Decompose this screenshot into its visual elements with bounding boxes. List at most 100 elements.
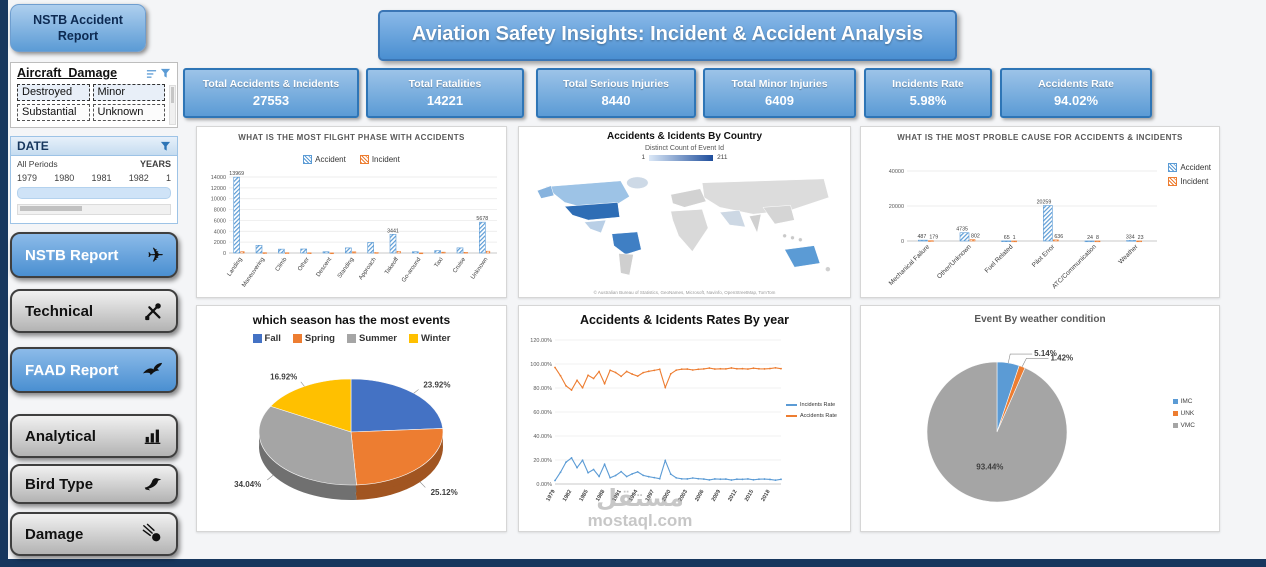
filter-icon[interactable] [160,141,171,152]
bar-incident [262,252,267,254]
svg-text:40000: 40000 [889,169,904,175]
svg-text:8000: 8000 [214,208,226,214]
region-indonesia [790,235,795,240]
multiselect-icon[interactable] [146,68,157,79]
kpi-label: Total Accidents & Incidents [202,78,340,90]
svg-text:Climb: Climb [275,256,289,273]
clear-filter-icon[interactable] [160,68,171,79]
date-level-label[interactable]: YEARS [139,159,171,169]
legend-item: Accidents Rate [786,413,846,419]
scrollbar-thumb[interactable] [20,206,82,211]
date-tick: 1982 [128,173,149,183]
bar-incident [1053,239,1059,242]
svg-text:2000: 2000 [214,240,226,246]
svg-text:2000: 2000 [661,489,672,503]
line-series [554,457,782,481]
nstb-report-button[interactable]: NSTB Report ✈ [10,232,178,278]
region-indonesia [782,233,787,239]
map-legend-title: Distinct Count of Event Id [645,145,724,152]
svg-text:Fuel Related: Fuel Related [984,243,1015,274]
technical-button[interactable]: Technical [10,289,178,333]
svg-text:20000: 20000 [889,204,904,210]
damage-button[interactable]: Damage [10,512,178,556]
svg-text:40.00%: 40.00% [533,434,552,440]
svg-text:1979: 1979 [545,489,556,503]
svg-text:20.00%: 20.00% [533,458,552,464]
region-europe [670,188,707,208]
pie-slice [350,428,444,486]
region-africa [670,209,709,252]
date-tick: 1979 [17,173,38,183]
legend-item: Accident [303,155,346,164]
season-pie-chart[interactable]: 23.92% 25.12% 34.04% 16.92% [201,350,501,528]
svg-text:Unknown: Unknown [470,257,489,281]
svg-text:Other: Other [297,257,311,273]
svg-text:Taxi: Taxi [434,257,445,269]
bar-incident [307,252,312,254]
bar-incident [463,252,468,254]
svg-text:2009: 2009 [711,489,722,503]
chart-flight-phase: WHAT IS THE MOST FILGHT PHASE WITH ACCID… [196,126,507,298]
slicer-item-substantial[interactable]: Substantial [17,104,90,121]
bar-accident [345,247,352,254]
kpi-total-minor-injuries: Total Minor Injuries 6409 [703,68,856,118]
svg-text:1982: 1982 [562,489,573,503]
svg-text:5678: 5678 [476,216,488,222]
svg-text:6000: 6000 [214,218,226,224]
bar-accident [412,251,419,254]
world-map[interactable] [525,171,844,279]
pie-slice [350,378,444,433]
svg-text:34.04%: 34.04% [234,480,261,489]
svg-text:802: 802 [971,234,980,240]
region-alaska [536,185,555,199]
svg-text:179: 179 [929,235,938,241]
map-attribution: © Australian Bureau of Statistics, GeoNa… [593,290,776,295]
timeline-selection-bar[interactable] [17,187,171,199]
kpi-value: 14221 [426,93,464,108]
faad-report-button[interactable]: FAAD Report [10,347,178,393]
svg-text:60.00%: 60.00% [533,410,552,416]
svg-text:100.00%: 100.00% [530,362,552,368]
slicer-item-unknown[interactable]: Unknown [92,104,165,121]
legend-item: Incidents Rate [786,402,846,408]
comet-icon [142,523,164,545]
bird-type-button[interactable]: Bird Type [10,464,178,504]
analytical-button[interactable]: Analytical [10,414,178,458]
svg-text:0: 0 [901,239,904,245]
bird-icon [142,473,164,495]
kpi-total-fatalities: Total Fatalities 14221 [366,68,524,118]
bar-accident [434,250,441,254]
svg-text:16.92%: 16.92% [270,372,297,381]
kpi-incidents-rate: Incidents Rate 5.98% [864,68,992,118]
weather-pie-chart[interactable]: 5.14%1.42% 93.44% [885,328,1145,528]
slicer-item-destroyed[interactable]: Destroyed [17,84,90,101]
legend-item: Fall [252,333,281,344]
chart-title: Accidents & Icidents By Country [606,131,763,142]
svg-text:Weather: Weather [1117,243,1140,266]
chart-weather-pie: Event By weather condition 5.14% 1.42% 93.… [860,305,1220,532]
kpi-value: 8440 [601,93,631,108]
map-legend-min: 1 [641,154,646,161]
eagle-icon [141,359,164,382]
chart-country-map: Accidents & Icidents By Country Distinct… [518,126,851,298]
slicer-item-minor[interactable]: Minor [92,84,165,101]
slicer-scrollbar[interactable] [169,85,176,125]
date-slicer-title: DATE [17,139,49,153]
svg-text:2006: 2006 [694,489,705,503]
kpi-value: 5.98% [909,93,947,108]
left-border-bar [0,0,8,567]
region-india [748,213,762,234]
timeline-scrollbar[interactable] [17,204,171,215]
kpi-value: 94.02% [1053,93,1099,108]
svg-text:ATC/Communication: ATC/Communication [1051,243,1098,290]
rates-line-chart[interactable]: 0.00% 20.00% 40.00% 60.00% 80.00% 100.00% 120.… [521,332,787,524]
nstb-accident-report-button[interactable]: NSTB Accident Report [10,4,146,52]
svg-text:4000: 4000 [214,229,226,235]
kpi-value: 6409 [765,93,794,108]
svg-text:3441: 3441 [387,228,399,234]
bar-incident [1094,240,1101,243]
chart-title: Accidents & Icidents Rates By year [579,313,790,327]
